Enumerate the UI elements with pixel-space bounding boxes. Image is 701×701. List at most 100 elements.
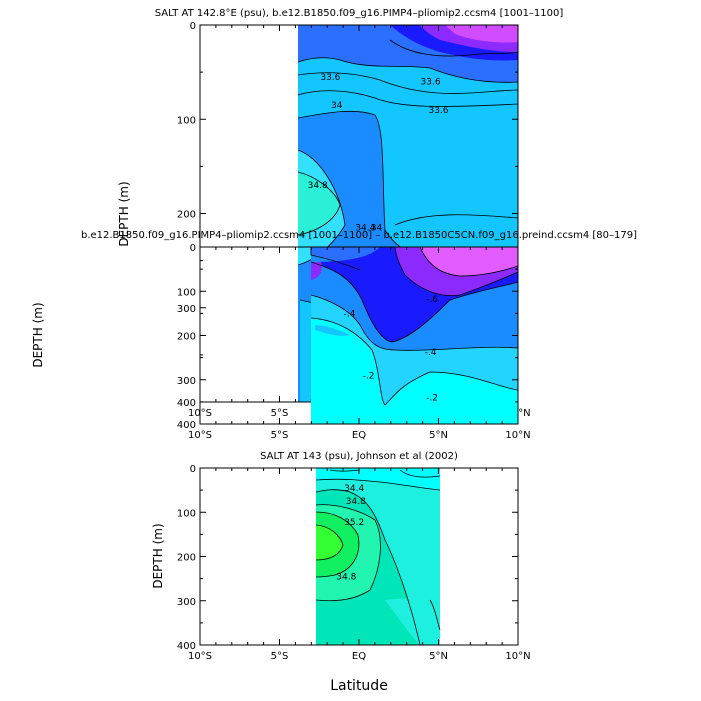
contour-label-text: 34.8 [308,181,328,191]
panel-2-title: b.e12.B1850.f09_g16.PIMP4–pliomip2.ccsm4… [81,230,637,241]
contour-label-text: 34.8 [346,497,366,507]
contour-label-text: -.6 [426,295,438,305]
y-tick-label: 0 [190,464,196,475]
y-tick: 0 [190,243,518,254]
contour-label-text: 33.6 [428,106,448,116]
x-tick-label: 5°N [429,430,448,441]
y-tick-label: 200 [177,210,196,221]
y-tick: 100 [177,508,518,519]
contour-label: 35.2 [344,518,364,528]
y-tick: 400 [177,641,518,652]
x-tick-label: 10°N [505,651,530,662]
panel-3-y-axis-label: DEPTH (m) [151,523,165,588]
panel-3-y-ticks: 0 100 200 300 400 [177,464,518,652]
contour-label-text: -.2 [363,371,375,381]
panel-3-x-axis-label: Latitude [330,678,388,694]
panel-2-fill-midpatch [315,325,350,336]
y-tick-label: 100 [177,508,196,519]
x-tick-label: 10°N [505,430,530,441]
panel-2-fields [310,247,518,424]
contour-label-text: 34 [371,224,383,234]
panel-2-fill-leftpatch [311,262,322,280]
y-tick-label: 100 [177,115,196,126]
panel-2-y-ticks: 0 100 200 300 400 [177,243,518,431]
y-tick: 0 [190,21,518,32]
contour-label-text: -.2 [426,393,438,403]
panel-3-fill-lowright [385,598,440,645]
y-tick: 400 [177,420,518,431]
x-tick-label: EQ [352,651,366,662]
panel-1-fill-core [298,172,340,235]
x-tick-label: 5°S [271,408,289,419]
x-tick: 5°S [271,25,289,419]
contour-label-text: 33.6 [320,73,340,83]
x-tick: 10°N [505,247,531,441]
panel-3-fill-lime [316,525,343,560]
panel-2-fill-magenta [420,247,518,276]
panel-1-title: SALT AT 142.8°E (psu), b.e12.B1850.f09_g… [155,8,564,19]
y-tick-label: 400 [177,398,196,409]
contour-label: 34 [331,101,343,111]
x-tick: 5°S [271,247,288,441]
y-tick-label: 0 [190,21,196,32]
x-tick: EQ [352,247,366,441]
contour-label: -.4 [344,309,356,319]
contour-label: 33.6 [320,73,340,83]
x-tick-label: 10°S [188,651,212,662]
contour-label: -.2 [426,393,438,403]
x-tick-label: 10°S [188,430,212,441]
contour-label: -.2 [363,371,375,381]
x-tick: 10°N [505,468,531,662]
contour-label-text: -.4 [344,309,356,319]
panel-3-contour-lines [315,469,441,645]
panel-2-x-ticks: 10°S 5°S EQ 5°N 10°N [188,247,531,441]
contour-label: 34.4 [355,224,375,234]
panel-3-contour-labels: 34.4 34.8 35.2 34.8 [336,484,366,582]
contour-label: 34.8 [346,497,366,507]
x-tick-label: EQ [352,430,366,441]
contour-label: 34 [371,224,383,234]
x-tick-label: 5°S [271,651,289,662]
panel-1-y-axis-label: DEPTH (m) [117,181,131,246]
x-tick: 5°S [271,468,289,662]
y-tick-label: 100 [177,287,196,298]
contour-label-text: 34.4 [344,484,364,494]
contour-label: -.4 [425,348,437,358]
panel-2-contour-labels: -.6 -.4 -.4 -.2 -.2 [344,295,439,403]
y-tick-label: 0 [190,243,196,254]
panel-3-x-ticks: 10°S 5°S EQ 5°N 10°N [188,468,531,662]
contour-label: 34.4 [344,484,364,494]
y-tick-label: 200 [177,332,196,343]
x-tick: 10°S [188,468,212,662]
y-tick-label: 300 [177,376,196,387]
y-tick-label: 400 [177,420,196,431]
contour-label-text: 34.8 [336,572,356,582]
x-tick: 5°N [429,247,448,441]
contour-label-text: -.4 [425,348,437,358]
y-tick: 300 [177,376,518,387]
panel-3: SALT AT 143 (psu), Johnson et al (2002) … [151,451,531,694]
contour-label: -.6 [426,295,438,305]
panel-2-contour-lines [310,247,518,406]
y-tick: 100 [177,287,518,298]
x-tick-label: 5°N [429,651,448,662]
y-tick-label: 300 [177,597,196,608]
contour-label: 33.6 [421,78,441,88]
y-tick: 100 [177,115,518,126]
contour-label-text: 34 [331,101,343,111]
contour-label: 33.6 [428,106,448,116]
y-tick-label: 400 [177,641,196,652]
panel-3-fill-cyan [316,468,440,490]
panel-1-fill-magenta [445,25,518,43]
panel-3-title: SALT AT 143 (psu), Johnson et al (2002) [260,451,458,462]
y-tick: 200 [177,553,518,564]
x-tick: 5°N [429,468,448,662]
contour-label: 34.8 [336,572,356,582]
contour-label: 34.8 [308,181,328,191]
y-tick-label: 200 [177,553,196,564]
panel-2: b.e12.B1850.f09_g16.PIMP4–pliomip2.ccsm4… [31,230,637,441]
panel-3-fields [315,468,441,645]
y-tick: 300 [177,597,518,608]
contour-label-text: 35.2 [344,518,364,528]
